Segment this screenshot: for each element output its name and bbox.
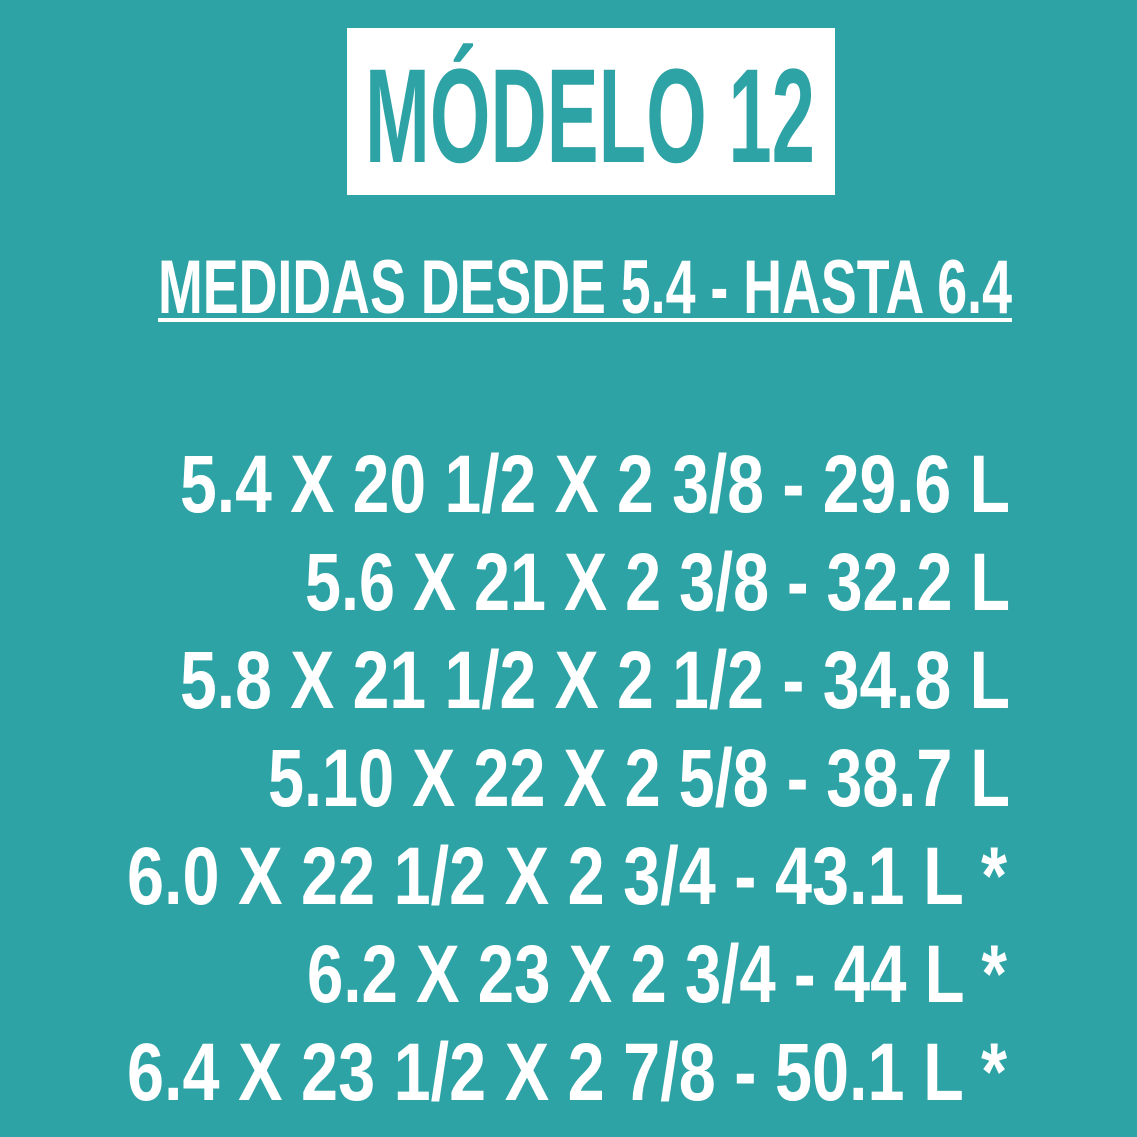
title: MÓDELO 12 [365, 42, 815, 191]
title-box [347, 28, 835, 195]
size-line: 5.10 X 22 X 2 5/8 - 38.7 L [268, 733, 1010, 824]
subtitle-underline [158, 318, 1012, 322]
size-line: 5.8 X 21 1/2 X 2 1/2 - 34.8 L [180, 635, 1010, 726]
size-line: 6.2 X 23 X 2 3/4 - 44 L * [307, 929, 1007, 1020]
size-line: 5.6 X 21 X 2 3/8 - 32.2 L [305, 537, 1010, 628]
subtitle: MEDIDAS DESDE 5.4 - HASTA 6.4 [158, 245, 1012, 330]
size-line: 6.4 X 23 1/2 X 2 7/8 - 50.1 L * [127, 1027, 1007, 1118]
size-line: 5.4 X 20 1/2 X 2 3/8 - 29.6 L [180, 439, 1010, 530]
size-line: 6.0 X 22 1/2 X 2 3/4 - 43.1 L * [127, 831, 1007, 922]
